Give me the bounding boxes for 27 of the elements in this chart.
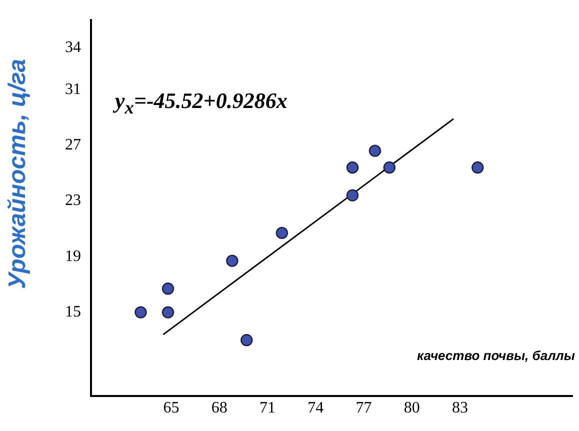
- y-axis-title: Урожайность, ц/га: [4, 58, 32, 289]
- point: [162, 282, 174, 295]
- point: [368, 144, 382, 157]
- point: [276, 226, 288, 240]
- point: [134, 306, 147, 318]
- x-tick-label: 65: [163, 400, 180, 417]
- point: [383, 161, 396, 174]
- x-axis-title: качество почвы, баллы: [416, 348, 575, 363]
- y-tick-label: 34: [65, 39, 81, 56]
- x-tick-label: 68: [211, 400, 228, 417]
- y-tick-label: 27: [65, 136, 81, 154]
- point: [226, 254, 238, 267]
- point: [240, 334, 253, 346]
- y-tick-label: 15: [65, 303, 81, 320]
- x-tick-label: 74: [308, 400, 324, 417]
- y-tick-label: 31: [65, 80, 81, 98]
- x-tick-label: 77: [356, 400, 372, 417]
- x-tick-label: 80: [404, 400, 420, 417]
- y-tick-label: 19: [65, 248, 81, 265]
- point: [162, 306, 174, 318]
- annotation: y$_{x}$=-45.52+0.9286x: [115, 88, 288, 118]
- point: [346, 189, 359, 202]
- x-tick-label: 83: [452, 400, 468, 417]
- x-tick-label: 71: [259, 400, 276, 417]
- point: [472, 161, 484, 174]
- point: [346, 161, 359, 174]
- y-tick-label: 23: [65, 192, 81, 210]
